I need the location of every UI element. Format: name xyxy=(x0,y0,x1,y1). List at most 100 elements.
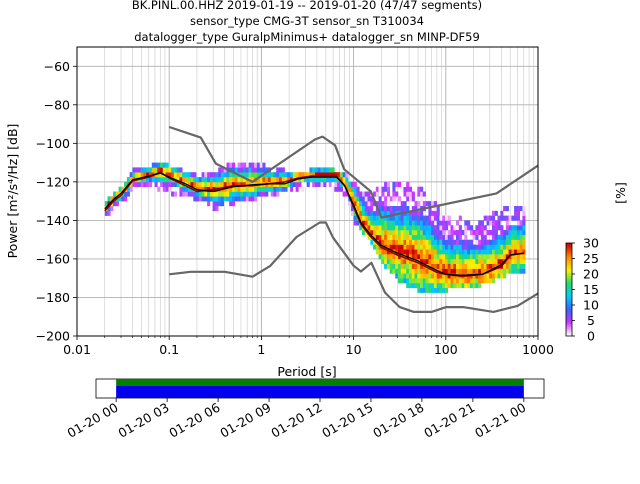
density-cell xyxy=(135,167,139,173)
density-cell xyxy=(348,201,352,207)
density-cell xyxy=(113,191,117,197)
density-cell xyxy=(516,225,520,231)
density-cell xyxy=(107,196,111,202)
density-cell xyxy=(364,191,368,197)
density-cell xyxy=(284,172,288,178)
density-cell xyxy=(425,201,429,207)
density-cell xyxy=(417,283,421,289)
density-cell xyxy=(113,201,117,207)
density-cell xyxy=(514,254,518,260)
colorbar-segment xyxy=(566,264,572,267)
density-cell xyxy=(262,167,266,173)
density-cell xyxy=(467,258,471,264)
density-cell xyxy=(436,234,440,240)
density-cell xyxy=(245,181,249,187)
density-cell xyxy=(475,225,479,231)
density-cell xyxy=(342,191,346,197)
density-cell xyxy=(389,210,393,216)
density-cell xyxy=(411,191,415,197)
density-cell xyxy=(381,201,385,207)
density-cell xyxy=(422,225,426,231)
density-cell xyxy=(516,234,520,240)
density-cell xyxy=(370,196,374,202)
density-cell xyxy=(171,167,175,173)
density-cell xyxy=(165,181,169,187)
density-cell xyxy=(469,244,473,250)
density-cell xyxy=(406,191,410,197)
density-cell xyxy=(442,244,446,250)
density-cell xyxy=(386,234,390,240)
density-cell xyxy=(519,239,523,245)
colorbar-segment xyxy=(566,303,572,306)
density-cell xyxy=(273,186,277,192)
density-cell xyxy=(428,283,432,289)
chart-title: BK.PINL.00.HHZ 2019-01-19 -- 2019-01-20 … xyxy=(132,0,482,44)
density-cell xyxy=(381,220,385,226)
density-cell xyxy=(445,268,449,274)
density-cell xyxy=(193,196,197,202)
density-cell xyxy=(447,278,451,284)
density-cell xyxy=(168,186,172,192)
density-cell xyxy=(146,172,150,178)
density-cell xyxy=(445,263,449,269)
density-cell xyxy=(519,249,523,255)
density-cell xyxy=(386,186,390,192)
density-cell xyxy=(409,210,413,216)
density-cell xyxy=(422,249,426,255)
density-cell xyxy=(503,263,507,269)
density-cell xyxy=(301,186,305,192)
density-cell xyxy=(519,258,523,264)
density-cell xyxy=(439,225,443,231)
density-cell xyxy=(262,162,266,168)
density-cell xyxy=(375,244,379,250)
density-cell xyxy=(115,191,119,197)
density-cell xyxy=(445,215,449,221)
density-cell xyxy=(215,201,219,207)
density-cell xyxy=(436,230,440,236)
density-cell xyxy=(309,177,313,183)
density-cell xyxy=(475,244,479,250)
density-cell xyxy=(425,239,429,245)
density-cell xyxy=(259,186,263,192)
density-cell xyxy=(132,172,136,178)
density-cell xyxy=(209,177,213,183)
y-tick-label: −160 xyxy=(36,251,70,266)
colorbar-segment xyxy=(566,263,572,265)
density-cell xyxy=(436,278,440,284)
density-cell xyxy=(445,249,449,255)
density-cell xyxy=(240,181,244,187)
density-cell xyxy=(386,254,390,260)
density-cell xyxy=(386,210,390,216)
density-cell xyxy=(265,191,269,197)
density-cell xyxy=(472,263,476,269)
density-cell xyxy=(472,278,476,284)
density-cell xyxy=(464,263,468,269)
density-cell xyxy=(411,249,415,255)
density-cell xyxy=(370,210,374,216)
density-cell xyxy=(392,244,396,250)
density-cell xyxy=(171,172,175,178)
colorbar-label: [%] xyxy=(613,182,628,204)
x-tick-label: 100 xyxy=(434,342,458,357)
density-cell xyxy=(450,249,454,255)
density-cell xyxy=(433,254,437,260)
density-cell xyxy=(431,201,435,207)
density-cell xyxy=(445,278,449,284)
density-cell xyxy=(323,172,327,178)
density-cell xyxy=(428,210,432,216)
density-cell xyxy=(160,177,164,183)
density-cell xyxy=(453,278,457,284)
density-cell xyxy=(320,167,324,173)
density-cell xyxy=(409,244,413,250)
density-cell xyxy=(237,181,241,187)
density-cell xyxy=(303,172,307,178)
density-cell xyxy=(486,215,490,221)
density-cell xyxy=(373,239,377,245)
density-cell xyxy=(505,239,509,245)
density-cell xyxy=(110,196,114,202)
density-cell xyxy=(375,201,379,207)
density-cell xyxy=(400,249,404,255)
colorbar-segment xyxy=(566,317,572,320)
density-cell xyxy=(395,206,399,212)
density-cell xyxy=(431,234,435,240)
